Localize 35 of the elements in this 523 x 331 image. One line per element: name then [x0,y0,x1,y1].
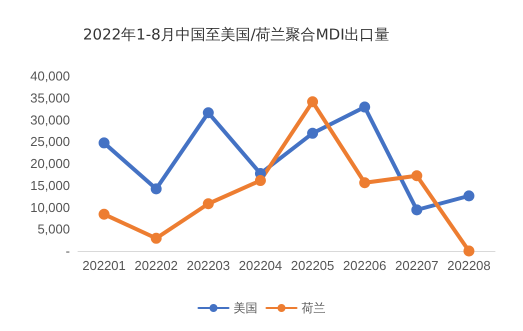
x-tick-label: 202204 [238,258,282,273]
x-tick-label: 202206 [342,258,386,273]
point [307,128,318,139]
legend-label: 美国 [234,301,258,315]
point [359,177,370,188]
chart-title: 2022年1-8月中国至美国/荷兰聚合MDI出口量 [83,26,390,44]
point [202,198,214,210]
point [411,170,422,182]
y-tick-label: - [66,244,70,258]
legend-label: 荷兰 [302,301,326,315]
x-tick-label: 202205 [290,258,334,273]
y-tick-label: 40,000 [30,68,70,84]
x-tick-label: 202208 [447,258,491,273]
point [98,137,110,148]
point [202,107,214,118]
y-tick-label: 10,000 [30,200,70,215]
point [150,232,162,244]
point [463,246,474,256]
x-tick-label: 202202 [134,258,178,273]
point [307,96,318,108]
x-tick-label: 202207 [395,258,439,273]
y-tick-label: 20,000 [30,156,70,171]
point [411,204,422,216]
y-tick-label: 5,000 [37,222,70,237]
point [254,175,266,186]
point [98,208,110,220]
y-tick-label: 25,000 [30,134,70,150]
x-tick-label: 202203 [186,258,230,273]
y-tick-label: 15,000 [30,178,70,193]
y-tick-label: 30,000 [30,112,70,128]
y-tick-label: 35,000 [30,90,70,106]
point [359,102,370,113]
x-tick-label: 202201 [82,258,126,273]
point [150,183,162,194]
point [463,190,474,202]
